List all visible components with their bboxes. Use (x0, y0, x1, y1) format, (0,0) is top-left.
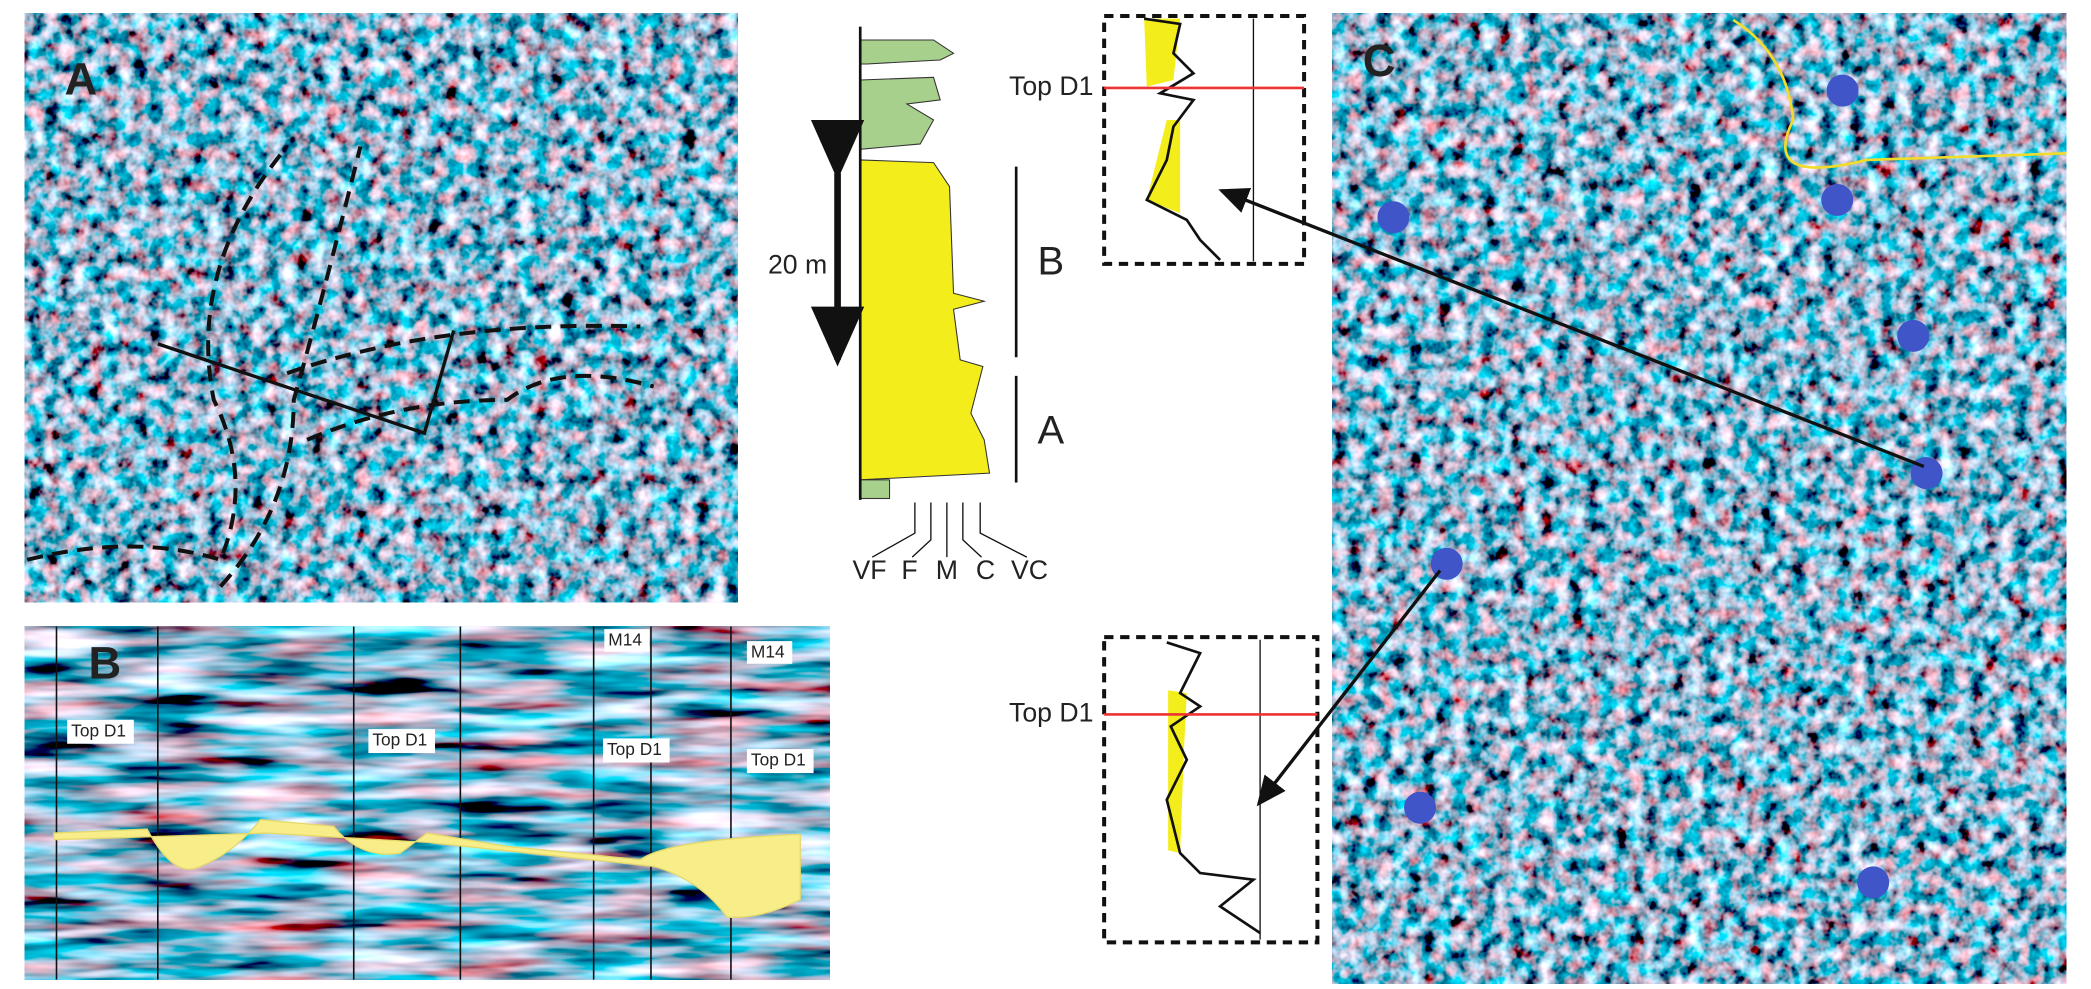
scale-label: 20 m (768, 250, 827, 280)
sedimentary-log: 20 m B A VF F M C VC (768, 26, 1064, 585)
grain-size-label: VF (853, 555, 887, 585)
panel-label: B (88, 637, 121, 688)
seismic-map (1332, 13, 2067, 984)
section-line (157, 330, 456, 436)
grain-size-label: VC (1011, 555, 1048, 585)
seismic-map (24, 13, 738, 603)
panel-a: A (24, 13, 738, 603)
grain-size-label: C (976, 555, 995, 585)
interval-label: A (1037, 409, 1064, 453)
well-label: M14 (608, 630, 642, 650)
channel-bodies (53, 819, 801, 919)
panel-b: B M14 M14 Top D1 Top D1 Top D1 Top D1 (24, 626, 830, 980)
seismic-section (24, 626, 830, 980)
horizon-label: Top D1 (751, 750, 806, 770)
panel-label: A (64, 54, 97, 105)
panel-c: C (1218, 13, 2067, 984)
channel-outlines (26, 145, 655, 588)
horizon-label: Top D1 (607, 739, 662, 759)
horizon-labels: Top D1 Top D1 Top D1 Top D1 (67, 719, 814, 774)
well-labels: M14 M14 (604, 629, 793, 664)
interval-label: B (1037, 239, 1064, 283)
inset-upper: Top D1 (1009, 13, 1307, 266)
arrow (1218, 187, 1925, 469)
horizon-label: Top D1 (1009, 71, 1093, 101)
grain-size-label: M (936, 555, 958, 585)
horizon-label: Top D1 (71, 720, 126, 740)
horizon-label: Top D1 (372, 730, 427, 750)
well-lines (55, 626, 732, 980)
panel-label: C (1363, 35, 1396, 86)
horizon-label: Top D1 (1009, 697, 1093, 727)
grain-size-label: F (901, 555, 917, 585)
well-label: M14 (751, 642, 785, 662)
arrow (1256, 569, 1442, 807)
wells (1377, 74, 1943, 899)
